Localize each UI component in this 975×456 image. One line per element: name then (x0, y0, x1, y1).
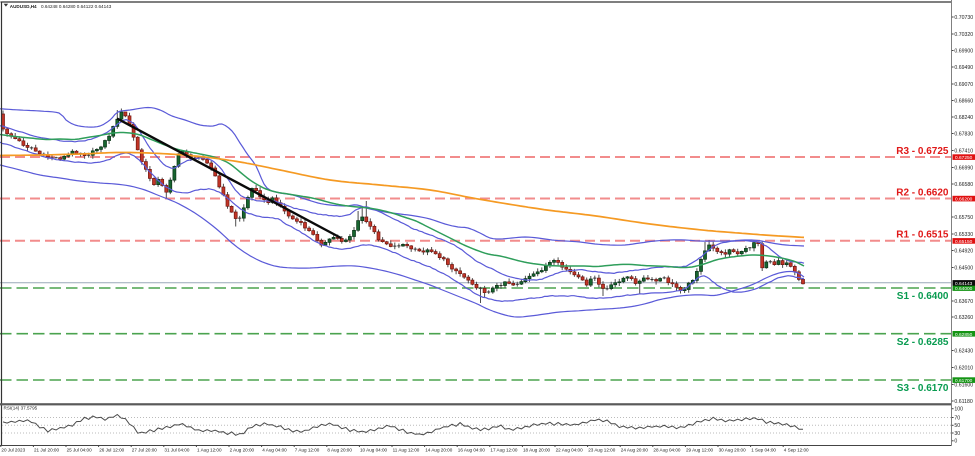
svg-text:21 Jul 20:00: 21 Jul 20:00 (34, 448, 59, 453)
svg-text:0.67250: 0.67250 (955, 155, 973, 161)
svg-text:0.62010: 0.62010 (954, 365, 973, 371)
svg-text:31 Jul 04:00: 31 Jul 04:00 (164, 448, 189, 453)
svg-text:R1 - 0.6515: R1 - 0.6515 (896, 230, 949, 241)
svg-text:0.64500: 0.64500 (954, 265, 973, 271)
svg-text:20 Jul 2023: 20 Jul 2023 (1, 448, 25, 453)
svg-text:0.64248 0.64280 0.64122 0.6414: 0.64248 0.64280 0.64122 0.64143 (41, 4, 112, 9)
svg-text:29 Aug 12:00: 29 Aug 12:00 (686, 448, 714, 453)
svg-text:0.63260: 0.63260 (954, 315, 973, 321)
svg-text:0.69490: 0.69490 (954, 65, 973, 71)
svg-text:0.66990: 0.66990 (954, 165, 973, 171)
svg-text:0.64143: 0.64143 (955, 281, 973, 287)
svg-text:30: 30 (954, 431, 960, 437)
svg-text:0.64000: 0.64000 (955, 286, 973, 292)
svg-text:0.67410: 0.67410 (954, 148, 973, 154)
svg-text:S2 - 0.6285: S2 - 0.6285 (897, 337, 949, 348)
svg-text:7 Aug 12:00: 7 Aug 12:00 (295, 448, 320, 453)
svg-text:AUDUSD,H4: AUDUSD,H4 (10, 4, 37, 9)
svg-text:16 Aug 04:00: 16 Aug 04:00 (458, 448, 486, 453)
svg-text:0.63670: 0.63670 (954, 299, 973, 305)
svg-text:70: 70 (954, 415, 960, 421)
svg-text:14 Aug 20:00: 14 Aug 20:00 (425, 448, 453, 453)
svg-text:0.65330: 0.65330 (954, 232, 973, 238)
svg-text:RSI(14) 37.5795: RSI(14) 37.5795 (4, 406, 38, 411)
svg-text:18 Aug 20:00: 18 Aug 20:00 (523, 448, 551, 453)
svg-text:17 Aug 12:00: 17 Aug 12:00 (490, 448, 518, 453)
svg-text:0.64920: 0.64920 (954, 248, 973, 254)
svg-text:R2 - 0.6620: R2 - 0.6620 (896, 187, 949, 198)
svg-text:2 Aug 20:00: 2 Aug 20:00 (230, 448, 255, 453)
svg-text:28 Aug 04:00: 28 Aug 04:00 (653, 448, 681, 453)
svg-text:S1 - 0.6400: S1 - 0.6400 (897, 291, 949, 302)
svg-text:0.66200: 0.66200 (955, 197, 973, 203)
svg-text:0.67830: 0.67830 (954, 131, 973, 137)
svg-text:0.65150: 0.65150 (955, 239, 973, 245)
svg-text:10 Aug 04:00: 10 Aug 04:00 (360, 448, 388, 453)
svg-text:R3 - 0.6725: R3 - 0.6725 (896, 146, 949, 157)
svg-text:8 Aug 20:00: 8 Aug 20:00 (327, 448, 352, 453)
svg-text:0.62430: 0.62430 (954, 348, 973, 354)
svg-text:4 Sep 12:00: 4 Sep 12:00 (784, 448, 809, 453)
svg-text:30 Aug 20:00: 30 Aug 20:00 (719, 448, 747, 453)
svg-text:0.68660: 0.68660 (954, 98, 973, 104)
svg-text:100: 100 (954, 407, 963, 413)
svg-text:0.65750: 0.65750 (954, 215, 973, 221)
svg-text:0.70730: 0.70730 (954, 15, 973, 21)
svg-text:0.70320: 0.70320 (954, 32, 973, 38)
svg-text:0.69070: 0.69070 (954, 82, 973, 88)
svg-text:26 Jul 12:00: 26 Jul 12:00 (99, 448, 124, 453)
svg-text:22 Aug 04:00: 22 Aug 04:00 (556, 448, 584, 453)
svg-text:23 Aug 12:00: 23 Aug 12:00 (588, 448, 616, 453)
svg-text:11 Aug 12:00: 11 Aug 12:00 (393, 448, 420, 453)
svg-text:0.68240: 0.68240 (954, 115, 973, 121)
svg-text:1 Sep 04:00: 1 Sep 04:00 (751, 448, 776, 453)
svg-text:50: 50 (954, 423, 960, 429)
svg-text:0.61600: 0.61600 (954, 382, 973, 388)
svg-text:0.61700: 0.61700 (955, 378, 973, 384)
svg-text:25 Jul 04:00: 25 Jul 04:00 (67, 448, 92, 453)
svg-text:0.69900: 0.69900 (954, 48, 973, 54)
svg-text:0: 0 (954, 439, 957, 445)
svg-text:S3 - 0.6170: S3 - 0.6170 (897, 383, 949, 394)
svg-text:0.62850: 0.62850 (955, 332, 973, 338)
svg-text:24 Aug 20:00: 24 Aug 20:00 (621, 448, 649, 453)
svg-text:4 Aug 04:00: 4 Aug 04:00 (262, 448, 287, 453)
svg-text:0.61180: 0.61180 (954, 399, 972, 405)
svg-text:27 Jul 20:00: 27 Jul 20:00 (132, 448, 157, 453)
svg-text:1 Aug 12:00: 1 Aug 12:00 (197, 448, 222, 453)
svg-text:0.66580: 0.66580 (954, 182, 973, 188)
